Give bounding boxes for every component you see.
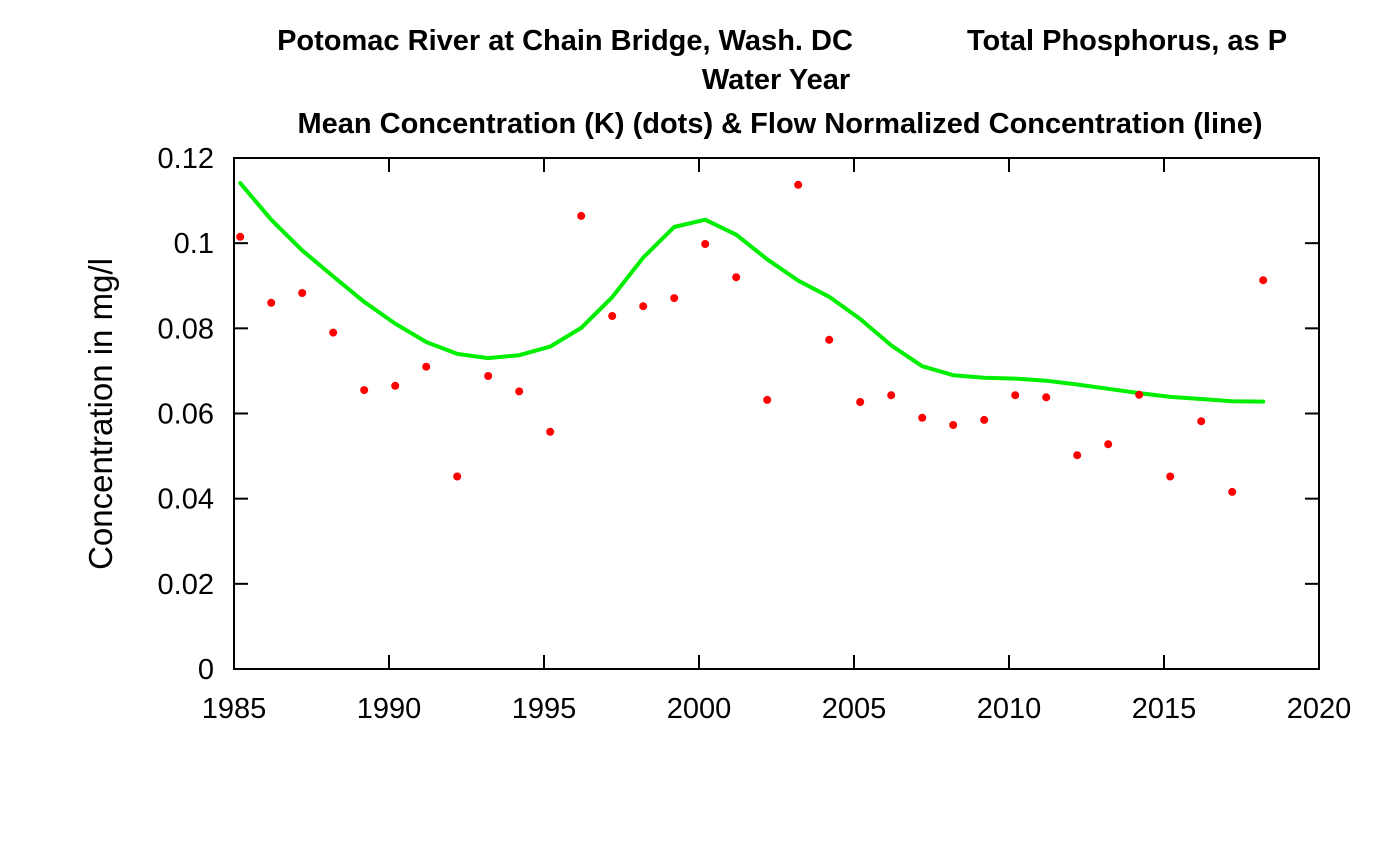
- mean-concentration-point: [856, 398, 865, 406]
- mean-concentration-point: [794, 180, 803, 189]
- mean-concentration-point: [422, 362, 431, 371]
- x-tick-label: 2010: [977, 693, 1042, 725]
- y-tick-label: 0.12: [158, 143, 214, 175]
- mean-concentration-point: [577, 211, 586, 220]
- x-tick-label: 1985: [202, 693, 267, 725]
- mean-concentration-point: [732, 273, 741, 282]
- y-tick-label: 0.08: [158, 313, 214, 345]
- x-tick-label: 2020: [1287, 693, 1352, 725]
- mean-concentration-point: [236, 232, 245, 241]
- mean-concentration-point: [701, 240, 710, 248]
- x-tick-label: 2005: [822, 693, 887, 725]
- mean-concentration-point: [546, 427, 555, 436]
- x-tick-label: 2015: [1132, 693, 1197, 725]
- tick-labels: 1985 1990 1995 2000 2005 2010 2015 2020 0 0.02 0.0…: [158, 143, 1352, 725]
- mean-concentration-point: [887, 391, 896, 400]
- mean-concentration-point: [670, 294, 679, 303]
- x-tick-label: 2000: [667, 693, 732, 725]
- mean-concentration-point: [1042, 393, 1051, 402]
- mean-concentration-point: [329, 328, 338, 337]
- chart-title-right: Total Phosphorus, as P: [967, 25, 1287, 57]
- chart-subtitle: Water Year: [702, 64, 850, 96]
- mean-concentration-point: [453, 472, 462, 481]
- y-tick-label: 0.06: [158, 399, 214, 431]
- mean-concentration-dots: [236, 180, 1268, 496]
- mean-concentration-point: [1011, 391, 1020, 400]
- mean-concentration-point: [515, 387, 524, 396]
- mean-concentration-point: [639, 302, 648, 311]
- flow-normalized-concentration-line: [238, 181, 1266, 404]
- y-tick-label: 0.04: [158, 484, 214, 516]
- mean-concentration-point: [298, 289, 307, 297]
- axis-ticks: [233, 157, 1320, 670]
- mean-concentration-point: [763, 395, 772, 404]
- mean-concentration-point: [1166, 472, 1175, 481]
- y-axis-label: Concentration in mg/l: [82, 258, 119, 570]
- mean-concentration-point: [608, 312, 617, 320]
- chart-description: Mean Concentration (K) (dots) & Flow Nor…: [297, 108, 1262, 140]
- mean-concentration-point: [918, 413, 927, 422]
- mean-concentration-point: [1104, 440, 1113, 449]
- mean-concentration-point: [1228, 487, 1237, 496]
- mean-concentration-point: [484, 372, 493, 380]
- mean-concentration-point: [267, 298, 276, 307]
- x-tick-label: 1995: [512, 693, 577, 725]
- flow-normalized-line-layer: [238, 181, 1266, 404]
- mean-concentration-point: [1073, 451, 1082, 460]
- mean-concentration-point: [1197, 417, 1206, 426]
- y-tick-label: 0.1: [174, 228, 214, 260]
- mean-concentration-point: [391, 381, 400, 390]
- plot-frame: [233, 157, 1320, 670]
- mean-concentration-point: [949, 421, 958, 429]
- x-tick-label: 1990: [357, 693, 422, 725]
- chart-title-left: Potomac River at Chain Bridge, Wash. DC: [277, 25, 853, 57]
- y-tick-label: 0: [198, 654, 214, 686]
- mean-concentration-point: [1135, 390, 1144, 399]
- mean-concentration-point: [825, 335, 834, 344]
- y-tick-label: 0.02: [158, 569, 214, 601]
- mean-concentration-point: [980, 415, 989, 424]
- mean-concentration-point: [1259, 276, 1268, 285]
- mean-concentration-point: [360, 386, 369, 395]
